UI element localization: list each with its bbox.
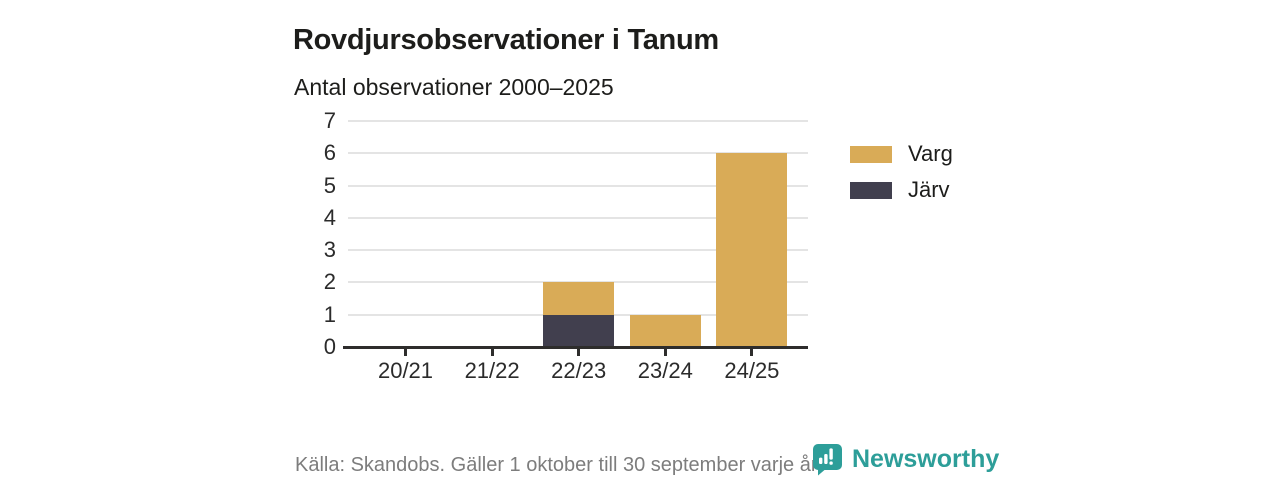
brand-name: Newsworthy	[852, 445, 1000, 473]
newsworthy-logo-icon	[812, 443, 843, 476]
legend: Varg Järv	[850, 142, 953, 202]
legend-item: Varg	[850, 142, 953, 166]
chart-subtitle: Antal observationer 2000–2025	[294, 74, 614, 100]
x-axis-label: 24/25	[724, 358, 780, 383]
y-axis-label: 6	[323, 140, 336, 166]
legend-swatch	[850, 145, 892, 163]
x-axis-line	[343, 345, 808, 349]
gridline	[348, 120, 808, 122]
y-axis-label: 1	[323, 301, 336, 327]
axis-tick	[404, 348, 407, 356]
x-axis-label: 21/22	[464, 358, 520, 383]
source-note: Källa: Skandobs. Gäller 1 oktober till 3…	[295, 454, 822, 476]
brand-lockup: Newsworthy	[812, 443, 999, 476]
axis-tick	[750, 348, 754, 356]
x-axis-label: 20/21	[377, 358, 434, 383]
x-axis-label: 22/23	[551, 358, 607, 383]
legend-label: Varg	[908, 141, 953, 166]
y-axis-label: 0	[323, 334, 336, 359]
y-axis-label: 7	[323, 108, 336, 133]
bar-segment	[543, 282, 615, 315]
legend-label: Järv	[908, 177, 950, 202]
gridline	[348, 152, 808, 155]
bar-segment	[543, 314, 615, 347]
bar-segment	[716, 153, 788, 347]
legend-swatch	[850, 181, 892, 199]
gridline	[348, 216, 808, 219]
x-axis-label: 23/24	[637, 358, 693, 383]
y-axis-label: 5	[323, 172, 336, 198]
gridline	[348, 249, 808, 252]
axis-tick	[577, 348, 581, 356]
gridline	[348, 184, 808, 187]
y-axis-label: 2	[323, 269, 336, 295]
legend-item: Järv	[850, 178, 953, 202]
chart-title: Rovdjursobservationer i Tanum	[293, 24, 719, 57]
y-axis-label: 4	[323, 204, 336, 230]
axis-tick	[490, 348, 494, 356]
bar-segment	[629, 314, 701, 347]
y-axis-label: 3	[323, 237, 336, 263]
axis-tick	[663, 348, 667, 356]
